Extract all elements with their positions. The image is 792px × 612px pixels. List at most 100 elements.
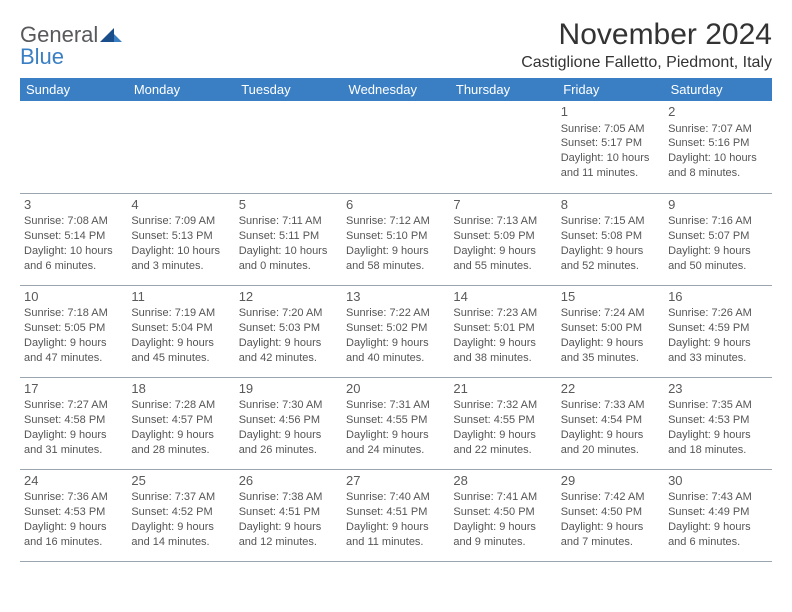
sunrise-line: Sunrise: 7:13 AM bbox=[453, 214, 552, 229]
day-info: Sunrise: 7:31 AMSunset: 4:55 PMDaylight:… bbox=[346, 398, 445, 457]
day-number: 16 bbox=[668, 288, 767, 306]
sunrise-line: Sunrise: 7:40 AM bbox=[346, 490, 445, 505]
sunset-line: Sunset: 5:10 PM bbox=[346, 229, 445, 244]
day-number: 8 bbox=[561, 196, 660, 214]
calendar-page: General Blue November 2024 Castiglione F… bbox=[0, 0, 792, 562]
day-info: Sunrise: 7:37 AMSunset: 4:52 PMDaylight:… bbox=[131, 490, 230, 549]
month-title: November 2024 bbox=[521, 18, 772, 52]
daylight-line: Daylight: 9 hours and 52 minutes. bbox=[561, 244, 660, 274]
location: Castiglione Falletto, Piedmont, Italy bbox=[521, 54, 772, 72]
sunset-line: Sunset: 5:14 PM bbox=[24, 229, 123, 244]
sunset-line: Sunset: 5:09 PM bbox=[453, 229, 552, 244]
sunset-line: Sunset: 4:56 PM bbox=[239, 413, 338, 428]
day-cell: 1Sunrise: 7:05 AMSunset: 5:17 PMDaylight… bbox=[557, 101, 664, 193]
sunset-line: Sunset: 5:16 PM bbox=[668, 136, 767, 151]
sunrise-line: Sunrise: 7:32 AM bbox=[453, 398, 552, 413]
day-cell: 20Sunrise: 7:31 AMSunset: 4:55 PMDayligh… bbox=[342, 377, 449, 469]
day-cell: 11Sunrise: 7:19 AMSunset: 5:04 PMDayligh… bbox=[127, 285, 234, 377]
day-info: Sunrise: 7:23 AMSunset: 5:01 PMDaylight:… bbox=[453, 306, 552, 365]
sunrise-line: Sunrise: 7:09 AM bbox=[131, 214, 230, 229]
sunrise-line: Sunrise: 7:18 AM bbox=[24, 306, 123, 321]
sunrise-line: Sunrise: 7:23 AM bbox=[453, 306, 552, 321]
day-cell: 12Sunrise: 7:20 AMSunset: 5:03 PMDayligh… bbox=[235, 285, 342, 377]
sunset-line: Sunset: 5:00 PM bbox=[561, 321, 660, 336]
day-cell: 14Sunrise: 7:23 AMSunset: 5:01 PMDayligh… bbox=[449, 285, 556, 377]
daylight-line: Daylight: 9 hours and 40 minutes. bbox=[346, 336, 445, 366]
sunset-line: Sunset: 4:50 PM bbox=[453, 505, 552, 520]
day-cell: 22Sunrise: 7:33 AMSunset: 4:54 PMDayligh… bbox=[557, 377, 664, 469]
day-number: 2 bbox=[668, 103, 767, 121]
day-number: 12 bbox=[239, 288, 338, 306]
sunrise-line: Sunrise: 7:26 AM bbox=[668, 306, 767, 321]
day-info: Sunrise: 7:16 AMSunset: 5:07 PMDaylight:… bbox=[668, 214, 767, 273]
day-cell: 3Sunrise: 7:08 AMSunset: 5:14 PMDaylight… bbox=[20, 193, 127, 285]
daylight-line: Daylight: 9 hours and 22 minutes. bbox=[453, 428, 552, 458]
sunrise-line: Sunrise: 7:15 AM bbox=[561, 214, 660, 229]
sunset-line: Sunset: 5:05 PM bbox=[24, 321, 123, 336]
weekday-header: Tuesday bbox=[235, 78, 342, 101]
day-info: Sunrise: 7:20 AMSunset: 5:03 PMDaylight:… bbox=[239, 306, 338, 365]
sunset-line: Sunset: 4:55 PM bbox=[346, 413, 445, 428]
weekday-header: Friday bbox=[557, 78, 664, 101]
sunrise-line: Sunrise: 7:24 AM bbox=[561, 306, 660, 321]
day-cell: 17Sunrise: 7:27 AMSunset: 4:58 PMDayligh… bbox=[20, 377, 127, 469]
sunrise-line: Sunrise: 7:07 AM bbox=[668, 122, 767, 137]
day-info: Sunrise: 7:35 AMSunset: 4:53 PMDaylight:… bbox=[668, 398, 767, 457]
week-row: 3Sunrise: 7:08 AMSunset: 5:14 PMDaylight… bbox=[20, 193, 772, 285]
day-cell: 24Sunrise: 7:36 AMSunset: 4:53 PMDayligh… bbox=[20, 469, 127, 561]
day-number: 23 bbox=[668, 380, 767, 398]
daylight-line: Daylight: 9 hours and 9 minutes. bbox=[453, 520, 552, 550]
day-number: 24 bbox=[24, 472, 123, 490]
weekday-header: Sunday bbox=[20, 78, 127, 101]
daylight-line: Daylight: 9 hours and 42 minutes. bbox=[239, 336, 338, 366]
daylight-line: Daylight: 9 hours and 16 minutes. bbox=[24, 520, 123, 550]
daylight-line: Daylight: 10 hours and 8 minutes. bbox=[668, 151, 767, 181]
daylight-line: Daylight: 10 hours and 11 minutes. bbox=[561, 151, 660, 181]
sunrise-line: Sunrise: 7:11 AM bbox=[239, 214, 338, 229]
day-number: 29 bbox=[561, 472, 660, 490]
day-info: Sunrise: 7:41 AMSunset: 4:50 PMDaylight:… bbox=[453, 490, 552, 549]
daylight-line: Daylight: 9 hours and 28 minutes. bbox=[131, 428, 230, 458]
sunset-line: Sunset: 4:52 PM bbox=[131, 505, 230, 520]
day-number: 5 bbox=[239, 196, 338, 214]
day-info: Sunrise: 7:36 AMSunset: 4:53 PMDaylight:… bbox=[24, 490, 123, 549]
day-number: 22 bbox=[561, 380, 660, 398]
daylight-line: Daylight: 9 hours and 12 minutes. bbox=[239, 520, 338, 550]
sunset-line: Sunset: 5:11 PM bbox=[239, 229, 338, 244]
day-cell: 9Sunrise: 7:16 AMSunset: 5:07 PMDaylight… bbox=[664, 193, 771, 285]
week-row: 24Sunrise: 7:36 AMSunset: 4:53 PMDayligh… bbox=[20, 469, 772, 561]
day-number: 19 bbox=[239, 380, 338, 398]
sunset-line: Sunset: 5:01 PM bbox=[453, 321, 552, 336]
week-row: 17Sunrise: 7:27 AMSunset: 4:58 PMDayligh… bbox=[20, 377, 772, 469]
weekday-header: Wednesday bbox=[342, 78, 449, 101]
day-info: Sunrise: 7:13 AMSunset: 5:09 PMDaylight:… bbox=[453, 214, 552, 273]
day-cell: 28Sunrise: 7:41 AMSunset: 4:50 PMDayligh… bbox=[449, 469, 556, 561]
day-number: 26 bbox=[239, 472, 338, 490]
sunset-line: Sunset: 4:50 PM bbox=[561, 505, 660, 520]
day-cell: 15Sunrise: 7:24 AMSunset: 5:00 PMDayligh… bbox=[557, 285, 664, 377]
sunset-line: Sunset: 4:51 PM bbox=[346, 505, 445, 520]
day-cell bbox=[342, 101, 449, 193]
daylight-line: Daylight: 9 hours and 33 minutes. bbox=[668, 336, 767, 366]
week-row: 1Sunrise: 7:05 AMSunset: 5:17 PMDaylight… bbox=[20, 101, 772, 193]
day-number: 15 bbox=[561, 288, 660, 306]
sunrise-line: Sunrise: 7:35 AM bbox=[668, 398, 767, 413]
sunset-line: Sunset: 4:57 PM bbox=[131, 413, 230, 428]
sunrise-line: Sunrise: 7:43 AM bbox=[668, 490, 767, 505]
sunset-line: Sunset: 5:08 PM bbox=[561, 229, 660, 244]
sunrise-line: Sunrise: 7:08 AM bbox=[24, 214, 123, 229]
daylight-line: Daylight: 9 hours and 20 minutes. bbox=[561, 428, 660, 458]
day-number: 27 bbox=[346, 472, 445, 490]
day-cell: 8Sunrise: 7:15 AMSunset: 5:08 PMDaylight… bbox=[557, 193, 664, 285]
sunrise-line: Sunrise: 7:27 AM bbox=[24, 398, 123, 413]
day-info: Sunrise: 7:28 AMSunset: 4:57 PMDaylight:… bbox=[131, 398, 230, 457]
weekday-header: Thursday bbox=[449, 78, 556, 101]
daylight-line: Daylight: 9 hours and 6 minutes. bbox=[668, 520, 767, 550]
day-info: Sunrise: 7:38 AMSunset: 4:51 PMDaylight:… bbox=[239, 490, 338, 549]
daylight-line: Daylight: 9 hours and 58 minutes. bbox=[346, 244, 445, 274]
day-info: Sunrise: 7:19 AMSunset: 5:04 PMDaylight:… bbox=[131, 306, 230, 365]
day-info: Sunrise: 7:24 AMSunset: 5:00 PMDaylight:… bbox=[561, 306, 660, 365]
day-cell: 6Sunrise: 7:12 AMSunset: 5:10 PMDaylight… bbox=[342, 193, 449, 285]
sunset-line: Sunset: 4:55 PM bbox=[453, 413, 552, 428]
day-cell bbox=[127, 101, 234, 193]
